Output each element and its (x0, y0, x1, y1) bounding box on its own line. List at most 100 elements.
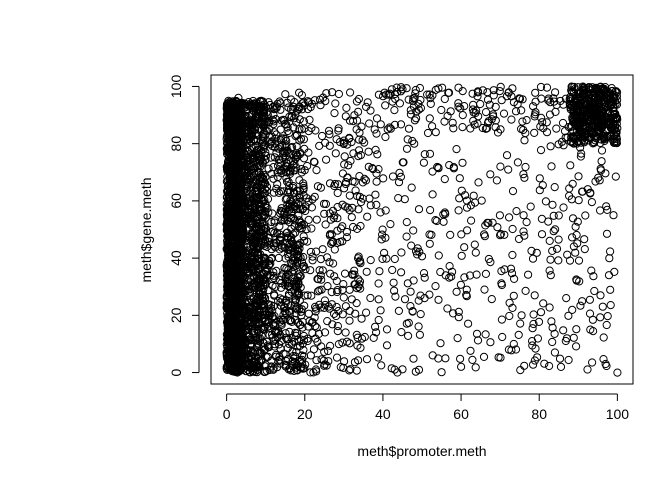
data-point (364, 147, 373, 156)
data-point (448, 267, 457, 276)
data-point (578, 187, 587, 196)
data-point (227, 217, 236, 226)
data-point (376, 306, 385, 315)
data-point (276, 298, 285, 307)
data-point (400, 195, 409, 204)
data-point (277, 283, 286, 292)
data-point (374, 353, 383, 362)
data-point (508, 84, 517, 93)
data-point (238, 99, 247, 108)
data-point (266, 140, 275, 149)
data-point (249, 237, 259, 246)
data-point (340, 152, 349, 161)
data-point (472, 106, 481, 115)
data-point (452, 287, 461, 296)
data-point (470, 120, 479, 129)
data-point (339, 136, 349, 145)
data-point (269, 117, 278, 126)
data-point (607, 123, 616, 132)
data-point (589, 272, 598, 281)
data-point (255, 156, 264, 165)
data-point (428, 122, 437, 131)
data-point (246, 163, 255, 172)
data-point (597, 146, 607, 155)
data-point (317, 342, 326, 351)
data-point (396, 172, 405, 181)
data-point (441, 354, 450, 363)
data-point (436, 267, 445, 277)
data-point (393, 368, 402, 377)
data-point (293, 291, 302, 300)
data-point (298, 339, 307, 348)
data-point (339, 139, 348, 149)
data-point (596, 291, 605, 300)
data-point (471, 248, 480, 257)
data-point (242, 106, 251, 115)
data-point (316, 255, 325, 264)
data-point (408, 307, 417, 316)
data-point (363, 212, 372, 221)
data-point (497, 279, 506, 288)
data-point (259, 325, 268, 334)
data-point (420, 150, 429, 159)
data-point (255, 231, 264, 240)
data-point (460, 243, 469, 252)
data-point (373, 150, 382, 159)
data-point (559, 326, 568, 335)
data-point (595, 119, 604, 128)
data-point (496, 162, 505, 171)
data-point (602, 320, 611, 330)
data-point (259, 253, 268, 262)
data-point (307, 224, 316, 233)
data-point (299, 135, 308, 144)
data-point (223, 321, 232, 330)
data-point (246, 186, 255, 195)
data-point (250, 285, 259, 295)
data-point (252, 333, 261, 342)
data-point (322, 155, 331, 164)
data-point (505, 311, 514, 321)
data-point (497, 315, 506, 324)
data-point (381, 206, 390, 215)
data-point (377, 235, 386, 244)
data-point (366, 201, 375, 210)
data-point (355, 172, 364, 181)
data-point (290, 277, 299, 286)
data-point (331, 99, 340, 108)
data-point (414, 296, 423, 305)
data-point (545, 266, 554, 275)
data-point (415, 330, 424, 339)
data-point (395, 99, 404, 108)
data-point (223, 129, 232, 138)
data-point (276, 233, 285, 242)
data-point (228, 98, 237, 108)
data-point (496, 125, 505, 134)
data-point (458, 111, 467, 120)
data-point (519, 170, 528, 179)
data-point (247, 259, 256, 268)
data-point (228, 319, 238, 329)
data-point (369, 333, 378, 342)
data-point (244, 111, 253, 121)
data-point (595, 176, 604, 185)
data-point (564, 311, 573, 320)
data-point (548, 323, 557, 332)
data-point (304, 148, 313, 157)
data-point (552, 124, 561, 133)
data-point (295, 216, 304, 225)
data-point (360, 332, 369, 342)
data-point (227, 330, 236, 339)
data-point (242, 313, 251, 322)
data-point (245, 233, 254, 242)
data-point (574, 123, 583, 132)
data-point (290, 114, 299, 123)
data-point (270, 153, 279, 162)
data-point (354, 152, 363, 161)
data-point (333, 202, 342, 212)
data-point (284, 265, 293, 274)
data-point (482, 124, 492, 133)
data-point (487, 295, 496, 304)
data-point (404, 124, 414, 133)
data-point (578, 297, 587, 306)
data-point (260, 260, 269, 269)
